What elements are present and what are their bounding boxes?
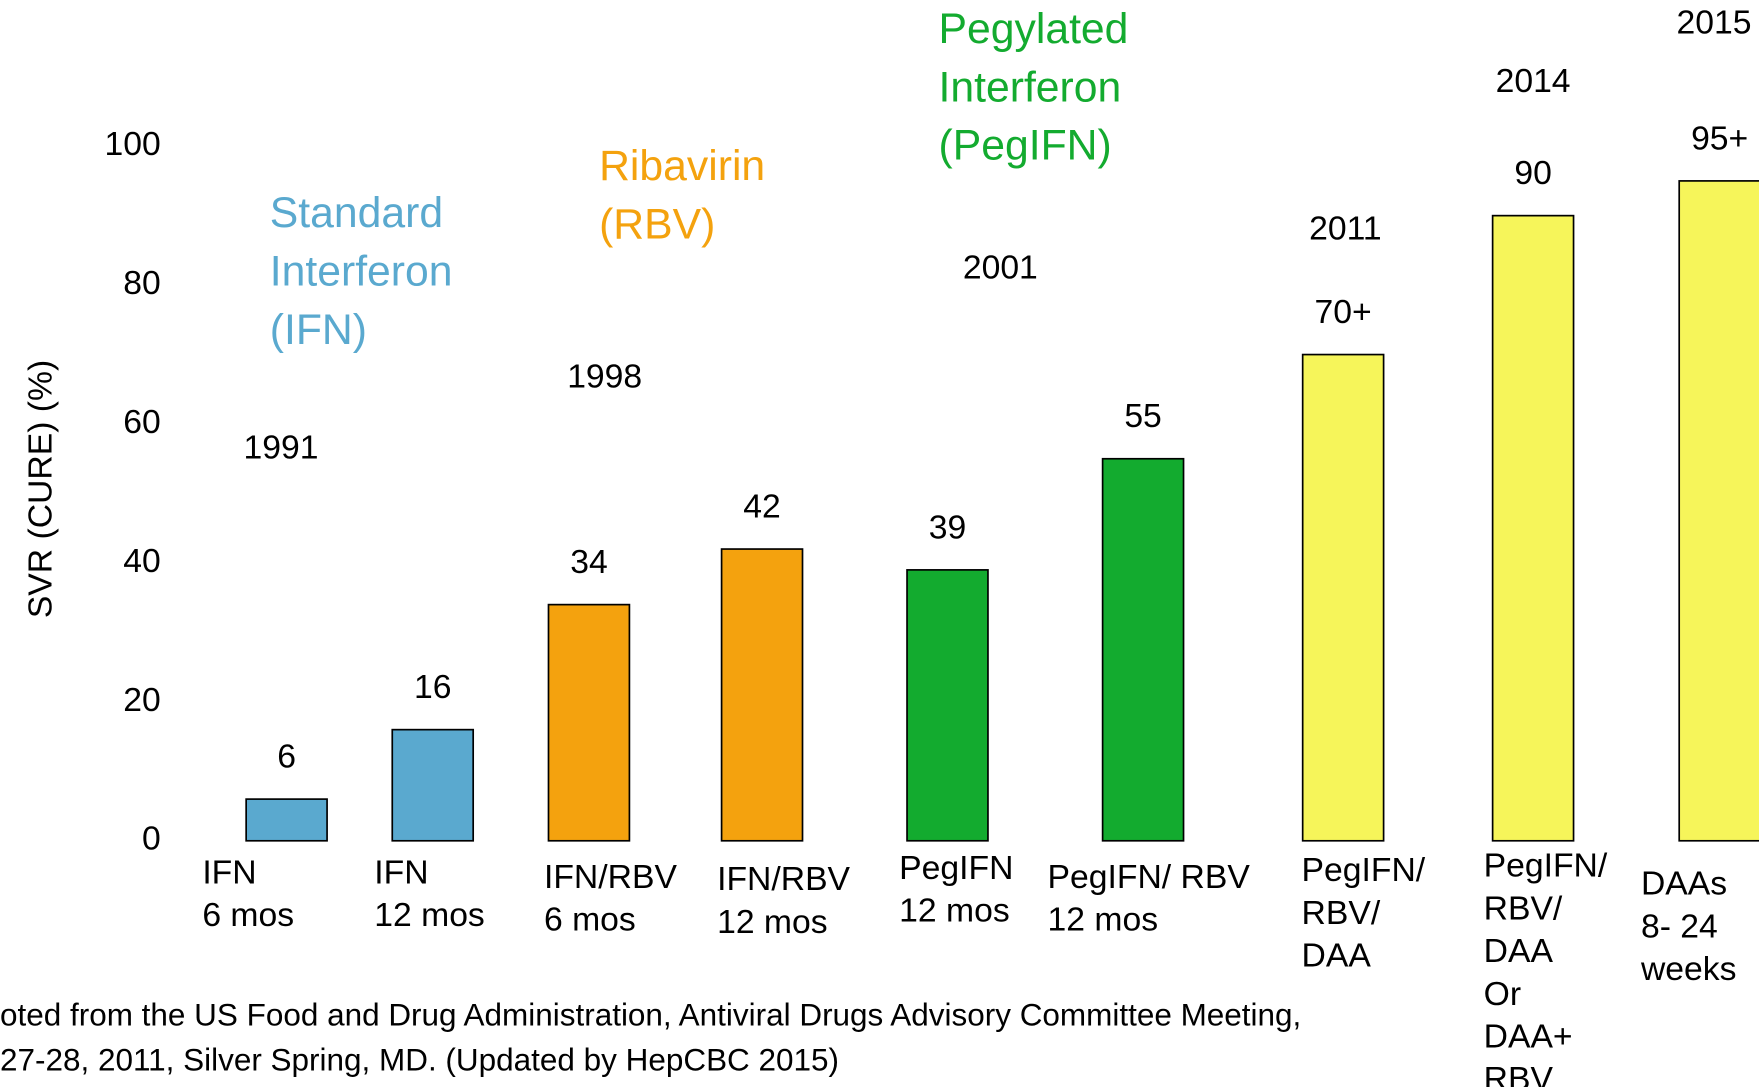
x-tick-label: 12 mos bbox=[899, 892, 1010, 930]
value-label: 39 bbox=[929, 508, 967, 546]
x-tick-label: IFN/RBV bbox=[544, 858, 677, 896]
group-label: Interferon bbox=[270, 248, 453, 296]
x-tick-label: DAAs bbox=[1641, 865, 1727, 903]
x-tick-label: weeks bbox=[1640, 950, 1737, 988]
x-tick-label: DAA bbox=[1302, 937, 1372, 975]
x-tick-label: 6 mos bbox=[202, 896, 294, 934]
group-label: (PegIFN) bbox=[939, 122, 1112, 170]
value-label: 34 bbox=[570, 543, 608, 581]
x-tick-label: RBV/ bbox=[1484, 889, 1563, 927]
x-tick-label: DAA bbox=[1484, 932, 1554, 970]
y-tick-label: 80 bbox=[123, 264, 161, 302]
value-label: 70+ bbox=[1315, 293, 1372, 331]
group-label: Interferon bbox=[939, 63, 1122, 111]
y-tick-label: 60 bbox=[123, 403, 161, 441]
bar bbox=[245, 798, 328, 842]
bar bbox=[1301, 353, 1385, 842]
year-label: 2015 bbox=[1677, 4, 1752, 42]
value-label: 16 bbox=[414, 668, 452, 706]
bar bbox=[1678, 180, 1759, 842]
x-tick-label: PegIFN/ bbox=[1302, 851, 1426, 889]
footnote: oted from the US Food and Drug Administr… bbox=[0, 998, 1301, 1033]
x-tick-label: PegIFN/ bbox=[1484, 847, 1608, 885]
x-tick-label: PegIFN/ RBV bbox=[1048, 858, 1251, 896]
x-tick-label: IFN bbox=[202, 853, 256, 891]
bar bbox=[1491, 214, 1575, 842]
x-tick-label: Or bbox=[1484, 975, 1521, 1013]
y-axis-label: SVR (CURE) (%) bbox=[22, 360, 60, 618]
x-tick-label: 12 mos bbox=[1048, 901, 1159, 939]
x-tick-label: RBV bbox=[1484, 1060, 1554, 1087]
y-tick-label: 0 bbox=[142, 820, 161, 858]
value-label: 6 bbox=[277, 738, 296, 776]
group-label: Ribavirin bbox=[599, 142, 765, 190]
x-tick-label: 6 mos bbox=[544, 901, 636, 939]
footnote: 27-28, 2011, Silver Spring, MD. (Updated… bbox=[0, 1043, 839, 1078]
year-label: 2001 bbox=[963, 249, 1038, 287]
bar bbox=[720, 548, 804, 842]
year-label: 1991 bbox=[243, 429, 318, 467]
group-label: (IFN) bbox=[270, 306, 367, 354]
year-label: 2014 bbox=[1496, 62, 1571, 100]
group-label: Standard bbox=[270, 189, 443, 237]
year-label: 1998 bbox=[567, 358, 642, 396]
y-tick-label: 100 bbox=[104, 125, 160, 163]
value-label: 42 bbox=[743, 487, 781, 525]
x-tick-label: IFN bbox=[374, 853, 428, 891]
x-tick-label: IFN/RBV bbox=[717, 860, 850, 898]
bar bbox=[906, 569, 989, 842]
value-label: 90 bbox=[1514, 154, 1552, 192]
year-label: 2011 bbox=[1309, 209, 1381, 247]
x-tick-label: 12 mos bbox=[374, 896, 485, 934]
y-tick-label: 20 bbox=[123, 681, 161, 719]
value-label: 95+ bbox=[1691, 119, 1748, 157]
x-tick-label: PegIFN bbox=[899, 849, 1013, 887]
group-label: (RBV) bbox=[599, 200, 715, 248]
bar bbox=[547, 603, 631, 842]
x-tick-label: 8- 24 bbox=[1641, 907, 1718, 945]
bar bbox=[391, 728, 475, 842]
y-tick-label: 40 bbox=[123, 542, 161, 580]
group-label: Pegylated bbox=[939, 5, 1129, 53]
x-tick-label: DAA+ bbox=[1484, 1018, 1573, 1056]
x-tick-label: RBV/ bbox=[1302, 894, 1381, 932]
bar bbox=[1101, 457, 1185, 842]
x-tick-label: 12 mos bbox=[717, 903, 828, 941]
value-label: 55 bbox=[1124, 397, 1162, 435]
